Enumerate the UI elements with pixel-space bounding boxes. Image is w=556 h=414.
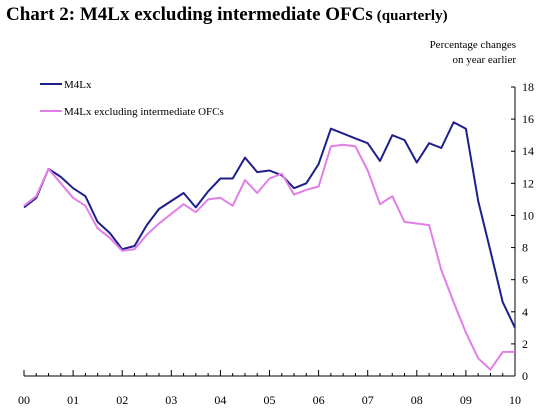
series-line-2 — [23, 143, 515, 371]
x-tick-label: 10 — [509, 393, 521, 407]
y-tick-label: 10 — [522, 208, 534, 222]
chart-title-main: Chart 2: M4Lx excluding intermediate OFC… — [6, 4, 373, 25]
units-line-1: Percentage changes — [429, 39, 516, 51]
x-tick-label: 02 — [116, 393, 128, 407]
units-label: Percentage changes on year earlier — [430, 38, 516, 68]
x-tick-label: 03 — [165, 393, 177, 407]
x-tick-label: 09 — [460, 393, 472, 407]
x-tick-label: 08 — [411, 393, 423, 407]
y-tick-label: 6 — [522, 273, 528, 287]
chart-title-sub: (quarterly) — [376, 8, 448, 24]
y-tick-label: 2 — [522, 337, 528, 351]
y-tick-label: 4 — [522, 305, 528, 319]
y-tick-label: 8 — [522, 241, 528, 255]
x-tick-label: 04 — [214, 393, 226, 407]
y-tick-label: 16 — [522, 112, 534, 126]
units-line-2: on year earlier — [452, 54, 516, 66]
series-line-1 — [23, 121, 516, 329]
x-tick-label: 00 — [18, 393, 30, 407]
x-tick-label: 06 — [313, 393, 325, 407]
y-tick-label: 14 — [522, 144, 534, 158]
x-tick-label: 05 — [264, 393, 276, 407]
chart-title: Chart 2: M4Lx excluding intermediate OFC… — [6, 4, 448, 26]
y-tick-label: 0 — [522, 369, 528, 383]
x-tick-label: 01 — [67, 393, 79, 407]
legend-label-1: M4Lx — [64, 79, 92, 91]
y-tick-label: 18 — [522, 80, 534, 94]
x-tick-label: 07 — [362, 393, 374, 407]
y-tick-label: 12 — [522, 176, 534, 190]
legend-label-2: M4Lx excluding intermediate OFCs — [64, 106, 224, 118]
